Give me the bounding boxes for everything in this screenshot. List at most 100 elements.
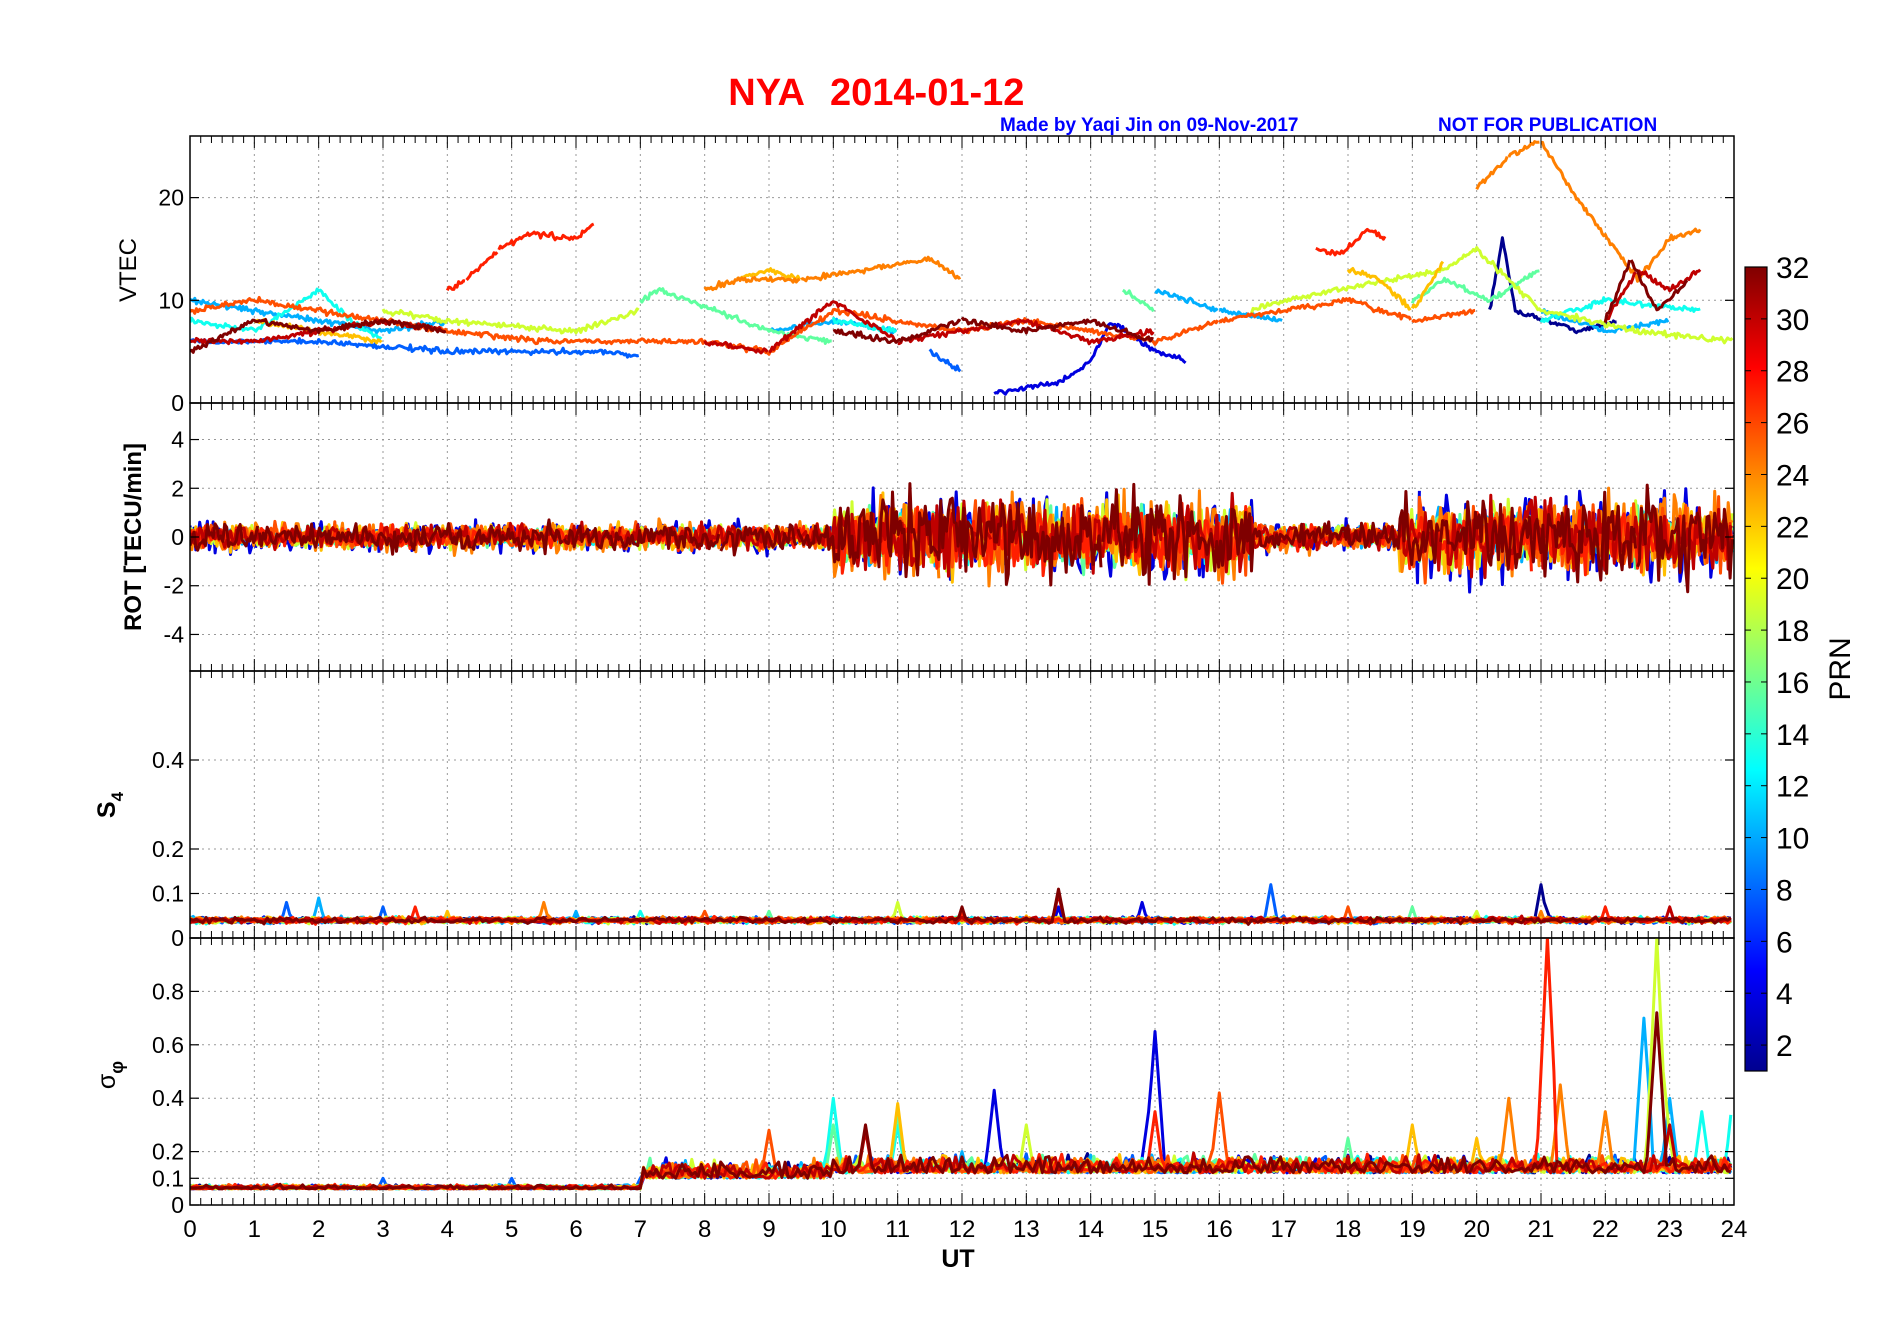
- vtec-series-prn-2: [1488, 236, 1617, 335]
- x-tick-label: 4: [441, 1216, 454, 1243]
- vtec-series-prn-17: [639, 269, 1540, 345]
- y-tick-label: 20: [158, 185, 184, 211]
- vtec-series-prn-25: [703, 140, 1702, 292]
- x-tick-label: 11: [885, 1216, 910, 1243]
- y-tick-label: 2: [171, 475, 184, 501]
- sigphi-series-prn-27: [190, 1091, 1732, 1191]
- colorbar-tick-label: 20: [1776, 563, 1809, 596]
- y-tick-label: 0.6: [152, 1032, 184, 1058]
- y-tick-label: 0.1: [152, 881, 184, 907]
- s4-ticks: 0 0.1 0.2 0.4: [152, 671, 1735, 951]
- svg-text:σφ: σφ: [93, 1061, 127, 1089]
- x-tick-label: 22: [1592, 1216, 1619, 1243]
- rot-ticks: -4 -2 0 2 4: [164, 403, 1735, 671]
- y-tick-label: 0.4: [152, 1085, 184, 1111]
- colorbar-tick-label: 6: [1776, 926, 1793, 959]
- y-tick-label: -4: [164, 621, 185, 647]
- sigphi-series: [190, 938, 1733, 1191]
- colorbar-tick-label: 14: [1776, 719, 1809, 752]
- y-tick-label: 10: [158, 287, 184, 313]
- sigphi-ylabel-main: σ: [93, 1073, 121, 1089]
- rot-series-prn-32: [190, 482, 1734, 594]
- x-tick-label: 0: [183, 1216, 196, 1243]
- sigphi-series-prn-17: [190, 1110, 1733, 1191]
- colorbar-tick-label: 24: [1776, 459, 1809, 492]
- colorbar-tick-label: 8: [1776, 874, 1793, 907]
- colorbar-tick-label: 32: [1776, 252, 1809, 285]
- y-tick-label: 0.2: [152, 1139, 184, 1165]
- vtec-ticks: 0 10 20: [158, 136, 1735, 416]
- sigphi-ylabel-sub: φ: [107, 1061, 127, 1074]
- x-tick-label: 14: [1077, 1216, 1104, 1243]
- y-tick-label: 0.2: [152, 836, 184, 862]
- colorbar-tick-label: 30: [1776, 304, 1809, 337]
- s4-ylabel-sub: 4: [108, 791, 127, 801]
- sigphi-ylabel: σφ: [93, 1061, 127, 1089]
- y-tick-label: 0: [171, 524, 184, 550]
- x-tick-label: 18: [1335, 1216, 1362, 1243]
- colorbar-tick-label: 2: [1776, 1030, 1793, 1063]
- x-tick-label: 19: [1399, 1216, 1426, 1243]
- y-tick-label: 0.4: [152, 747, 184, 773]
- vtec-series-prn-11: [190, 288, 1670, 335]
- vtec-series-prn-8: [190, 337, 962, 373]
- colorbar-tick-label: 18: [1776, 615, 1809, 648]
- colorbar-tick-label: 4: [1776, 978, 1793, 1011]
- x-tick-label: 24: [1721, 1216, 1748, 1243]
- y-tick-label: 0: [171, 1192, 184, 1218]
- sigphi-series-prn-23: [190, 1102, 1731, 1191]
- x-tick-label: 17: [1270, 1216, 1297, 1243]
- credit-text: Made by Yaqi Jin on 09-Nov-2017: [1000, 115, 1298, 136]
- x-tick-label: 10: [820, 1216, 847, 1243]
- colorbar-tick-label: 10: [1776, 823, 1809, 856]
- colorbar-tick-label: 26: [1776, 408, 1809, 441]
- x-axis-label: UT: [941, 1245, 974, 1273]
- vtec-series-prn-29: [445, 222, 1387, 292]
- vtec-series-prn-14: [190, 287, 1701, 341]
- x-tick-label: 9: [762, 1216, 775, 1243]
- vtec-ylabel: VTEC: [115, 238, 142, 302]
- vtec-series-prn-5: [993, 322, 1187, 396]
- s4-grid: [190, 671, 1734, 938]
- x-tick-label: 3: [376, 1216, 389, 1243]
- sigphi-series-prn-25: [190, 1083, 1733, 1191]
- x-tick-label: 8: [698, 1216, 711, 1243]
- x-tick-label: 15: [1142, 1216, 1169, 1243]
- y-tick-label: 0: [171, 390, 184, 416]
- y-tick-label: 0.8: [152, 978, 184, 1004]
- s4-panel: 0 0.1 0.2 0.4 S4: [93, 670, 1735, 951]
- sigphi-panel: 00.10.2 0.4 0.6 0.8 σφ: [93, 937, 1735, 1218]
- chart-title-date: 2014-01-12: [830, 72, 1024, 114]
- x-tick-label: 2: [312, 1216, 325, 1243]
- vtec-series-prn-20: [381, 246, 1734, 345]
- x-tick-label: 13: [1013, 1216, 1040, 1243]
- colorbar-tick-label: 22: [1776, 511, 1809, 544]
- notice-text: NOT FOR PUBLICATION: [1438, 115, 1657, 136]
- x-tick-label: 21: [1528, 1216, 1555, 1243]
- colorbar-tick-label: 28: [1776, 356, 1809, 389]
- colorbar-tick-label: 12: [1776, 771, 1809, 804]
- vtec-panel: 0 10 20 VTEC: [115, 135, 1735, 416]
- s4-series-prn-32: [190, 887, 1732, 926]
- y-tick-label: -2: [164, 573, 184, 599]
- y-tick-label: 0.1: [152, 1165, 184, 1191]
- s4-series: [190, 883, 1733, 926]
- rot-ylabel: ROT [TECU/min]: [120, 443, 147, 631]
- x-tick-label: 16: [1206, 1216, 1233, 1243]
- y-tick-label: 4: [171, 427, 184, 453]
- x-tick-label: 20: [1463, 1216, 1490, 1243]
- sigphi-ticks: 00.10.2 0.4 0.6 0.8: [152, 938, 1735, 1218]
- x-tick-label: 23: [1656, 1216, 1683, 1243]
- sigphi-series-prn-32: [190, 1011, 1732, 1191]
- colorbar-gradient: [1744, 266, 1768, 1072]
- s4-ylabel-main: S: [93, 801, 121, 818]
- colorbar-label: PRN: [1824, 637, 1857, 700]
- sigphi-series-prn-14: [190, 1096, 1733, 1191]
- chart-title-station: NYA: [728, 72, 805, 114]
- s4-ylabel: S4: [93, 791, 127, 818]
- x-tick-label: 5: [505, 1216, 518, 1243]
- vtec-series: [190, 140, 1734, 396]
- x-tick-label: 1: [248, 1216, 261, 1243]
